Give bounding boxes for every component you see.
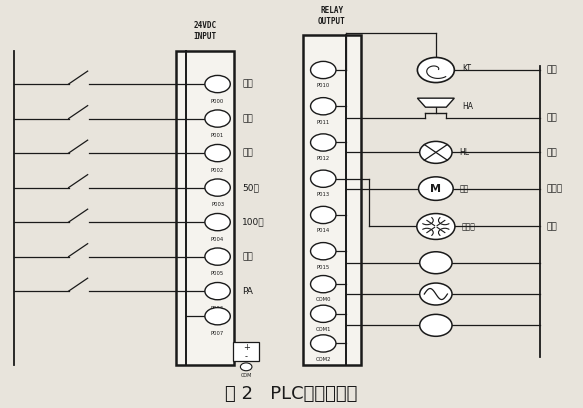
Polygon shape <box>417 98 454 107</box>
Text: P003: P003 <box>211 202 224 207</box>
Text: COM0: COM0 <box>315 297 331 302</box>
Text: P005: P005 <box>211 271 224 276</box>
Circle shape <box>420 283 452 305</box>
Circle shape <box>417 213 455 239</box>
Circle shape <box>311 134 336 151</box>
Circle shape <box>311 275 336 293</box>
Text: P014: P014 <box>317 228 330 233</box>
Text: COM1: COM1 <box>315 327 331 332</box>
Text: 24VDC
INPUT: 24VDC INPUT <box>194 21 216 41</box>
Circle shape <box>205 248 230 265</box>
Text: 100次: 100次 <box>243 217 265 226</box>
Text: P015: P015 <box>317 264 330 270</box>
Text: COM: COM <box>240 373 252 379</box>
Text: HA: HA <box>462 102 473 111</box>
Text: 报警: 报警 <box>547 113 557 122</box>
Text: P013: P013 <box>317 192 330 197</box>
Bar <box>303 35 361 365</box>
Text: PA: PA <box>243 287 253 296</box>
Text: 图 2   PLC控制原理图: 图 2 PLC控制原理图 <box>225 385 358 403</box>
Circle shape <box>420 314 452 336</box>
Text: P004: P004 <box>211 237 224 242</box>
Text: P010: P010 <box>317 83 330 89</box>
Text: 50次: 50次 <box>243 183 259 192</box>
Text: COM2: COM2 <box>315 357 331 362</box>
Circle shape <box>205 179 230 196</box>
Text: 清液: 清液 <box>547 222 557 231</box>
Text: P000: P000 <box>211 99 224 104</box>
Circle shape <box>311 206 336 224</box>
Circle shape <box>311 335 336 352</box>
Text: 停止: 停止 <box>243 114 253 123</box>
Text: RELAY
OUTPUT: RELAY OUTPUT <box>318 6 346 26</box>
Circle shape <box>205 308 230 325</box>
Circle shape <box>205 282 230 300</box>
Circle shape <box>240 363 252 371</box>
Text: P007: P007 <box>211 331 224 336</box>
Bar <box>233 342 259 361</box>
Circle shape <box>420 142 452 163</box>
Text: 手动: 手动 <box>243 149 253 157</box>
Circle shape <box>311 61 336 79</box>
Text: P006: P006 <box>211 306 224 310</box>
Text: P011: P011 <box>317 120 330 124</box>
Text: 电磁阀: 电磁阀 <box>462 222 476 231</box>
Circle shape <box>420 252 452 274</box>
Circle shape <box>417 58 454 82</box>
Text: 指示: 指示 <box>547 148 557 157</box>
Circle shape <box>311 305 336 322</box>
Text: M: M <box>430 184 441 194</box>
Text: 风机: 风机 <box>460 184 469 193</box>
Circle shape <box>205 75 230 93</box>
Circle shape <box>205 213 230 231</box>
Text: P012: P012 <box>317 156 330 161</box>
Text: HL: HL <box>459 148 469 157</box>
Text: P002: P002 <box>211 168 224 173</box>
Text: KT: KT <box>462 64 471 73</box>
Circle shape <box>311 243 336 260</box>
Circle shape <box>205 110 230 127</box>
Circle shape <box>419 177 453 200</box>
Circle shape <box>311 98 336 115</box>
Bar <box>176 51 234 365</box>
Text: P001: P001 <box>211 133 224 138</box>
Text: 计量: 计量 <box>547 66 557 75</box>
Text: 排气: 排气 <box>243 252 253 261</box>
Text: -: - <box>245 352 248 361</box>
Text: 自动: 自动 <box>243 80 253 89</box>
Circle shape <box>311 170 336 187</box>
Circle shape <box>205 144 230 162</box>
Text: +: + <box>243 343 250 352</box>
Text: 排风机: 排风机 <box>547 184 563 193</box>
